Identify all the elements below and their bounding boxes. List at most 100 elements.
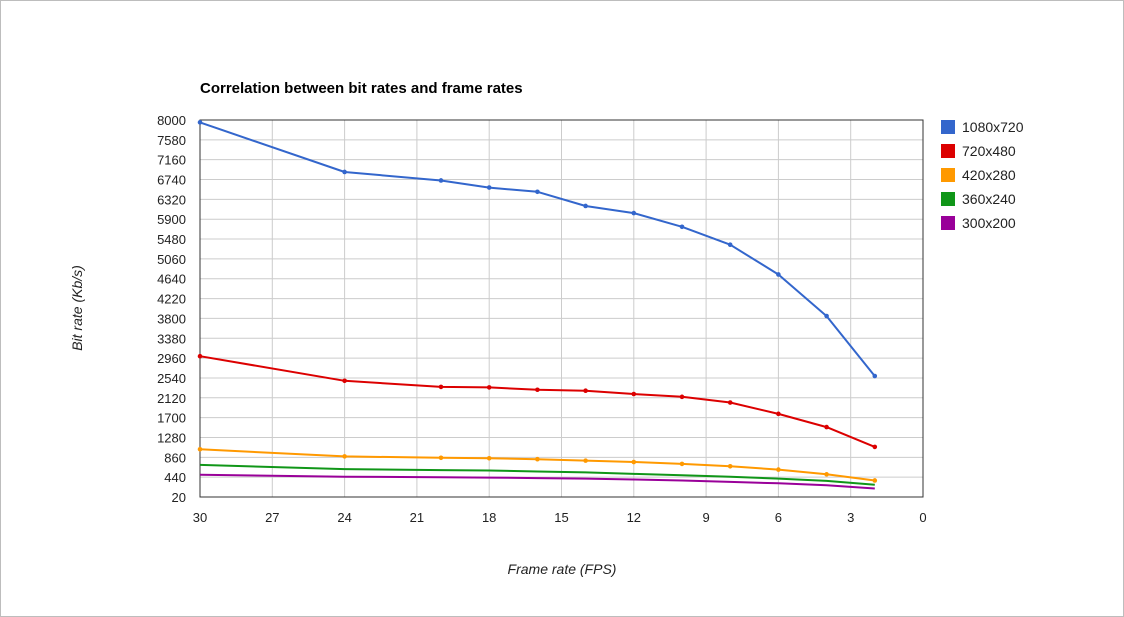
- data-point: [679, 394, 685, 400]
- x-axis-ticks: 30 27 24 21 18 15 12 9 6 3 0: [193, 510, 927, 525]
- data-point: [342, 169, 347, 175]
- legend-item: 300x200: [941, 215, 1016, 231]
- series-360x240: [199, 463, 875, 486]
- legend-item: 1080x720: [941, 119, 1024, 135]
- y-tick-label: 20: [172, 490, 186, 505]
- legend-swatch: [941, 216, 955, 230]
- data-point: [872, 478, 878, 483]
- x-tick-label: 12: [627, 510, 641, 525]
- y-tick-label: 2540: [157, 371, 186, 386]
- plot-area-border: [199, 119, 924, 498]
- y-tick-label: 3800: [157, 311, 186, 326]
- series-720x480: [197, 353, 878, 450]
- legend-label: 720x480: [962, 143, 1016, 159]
- y-tick-label: 8000: [157, 113, 186, 128]
- data-point: [197, 120, 203, 125]
- data-point: [438, 384, 444, 390]
- y-tick-label: 6320: [157, 192, 186, 207]
- y-tick-label: 5480: [157, 232, 186, 247]
- y-tick-label: 6740: [157, 173, 186, 188]
- data-point: [486, 185, 492, 190]
- legend-item: 420x280: [941, 167, 1016, 183]
- data-point: [583, 203, 588, 209]
- data-point: [631, 391, 637, 397]
- data-point: [872, 373, 878, 379]
- y-axis-title: Bit rate (Kb/s): [69, 265, 85, 351]
- legend-swatch: [941, 144, 955, 158]
- y-tick-label: 2120: [157, 391, 186, 406]
- series-line: [199, 463, 875, 486]
- x-tick-label: 3: [847, 510, 854, 525]
- legend-item: 360x240: [941, 191, 1016, 207]
- data-point: [631, 459, 637, 465]
- data-point: [197, 353, 203, 359]
- chart-title: Correlation between bit rates and frame …: [200, 80, 523, 97]
- data-point: [824, 472, 829, 477]
- data-point: [679, 224, 685, 230]
- data-point: [438, 455, 444, 461]
- data-point: [535, 387, 540, 393]
- legend-swatch: [941, 192, 955, 206]
- x-tick-label: 15: [554, 510, 568, 525]
- data-point: [342, 378, 347, 384]
- legend-label: 360x240: [962, 191, 1016, 207]
- data-point: [583, 458, 588, 463]
- y-tick-label: 1700: [157, 411, 186, 426]
- grid: [199, 119, 924, 498]
- data-point: [727, 242, 733, 248]
- x-tick-label: 24: [337, 510, 351, 525]
- x-axis-title: Frame rate (FPS): [508, 561, 617, 577]
- y-tick-label: 3380: [157, 331, 186, 346]
- y-tick-label: 4220: [157, 292, 186, 307]
- y-axis-ticks: 8000 7580 7160 6740 6320 5900 5480 5060 4640 4220…: [157, 113, 186, 505]
- y-tick-label: 1280: [157, 430, 186, 445]
- data-point: [342, 454, 347, 459]
- legend-label: 420x280: [962, 167, 1016, 183]
- y-tick-label: 5900: [157, 212, 186, 227]
- data-point: [535, 189, 540, 195]
- data-point: [727, 400, 733, 405]
- series-line: [199, 473, 875, 490]
- data-point: [486, 455, 492, 461]
- legend-swatch: [941, 120, 955, 134]
- y-tick-label: 860: [164, 450, 186, 465]
- legend-item: 720x480: [941, 143, 1016, 159]
- x-tick-label: 27: [265, 510, 279, 525]
- data-point: [679, 461, 685, 467]
- data-point: [486, 385, 492, 390]
- series-300x200: [199, 473, 875, 490]
- x-tick-label: 9: [702, 510, 709, 525]
- data-point: [197, 446, 203, 452]
- series-line: [199, 448, 875, 482]
- series-line: [199, 355, 876, 448]
- y-tick-label: 4640: [157, 272, 186, 287]
- y-tick-label: 440: [164, 470, 186, 485]
- data-point: [583, 388, 588, 394]
- y-tick-label: 7160: [157, 153, 186, 168]
- data-point: [824, 313, 829, 319]
- x-tick-label: 21: [410, 510, 424, 525]
- data-point: [776, 467, 781, 472]
- y-tick-label: 7580: [157, 133, 186, 148]
- data-point: [631, 210, 637, 216]
- legend: 1080x720 720x480 420x280 360x240 300x200: [941, 119, 1024, 231]
- x-tick-label: 0: [919, 510, 926, 525]
- y-tick-label: 2960: [157, 351, 186, 366]
- legend-label: 300x200: [962, 215, 1016, 231]
- x-tick-label: 18: [482, 510, 496, 525]
- series-420x280: [197, 446, 878, 483]
- x-tick-label: 30: [193, 510, 207, 525]
- data-point: [824, 424, 829, 430]
- data-point: [727, 463, 733, 469]
- data-point: [535, 456, 540, 462]
- series-1080x720: [197, 120, 878, 379]
- legend-label: 1080x720: [962, 119, 1024, 135]
- series-line: [199, 121, 876, 377]
- series-group: [197, 120, 878, 490]
- data-point: [438, 178, 444, 183]
- data-point: [776, 411, 781, 417]
- y-tick-label: 5060: [157, 252, 186, 267]
- data-point: [872, 444, 878, 450]
- legend-swatch: [941, 168, 955, 182]
